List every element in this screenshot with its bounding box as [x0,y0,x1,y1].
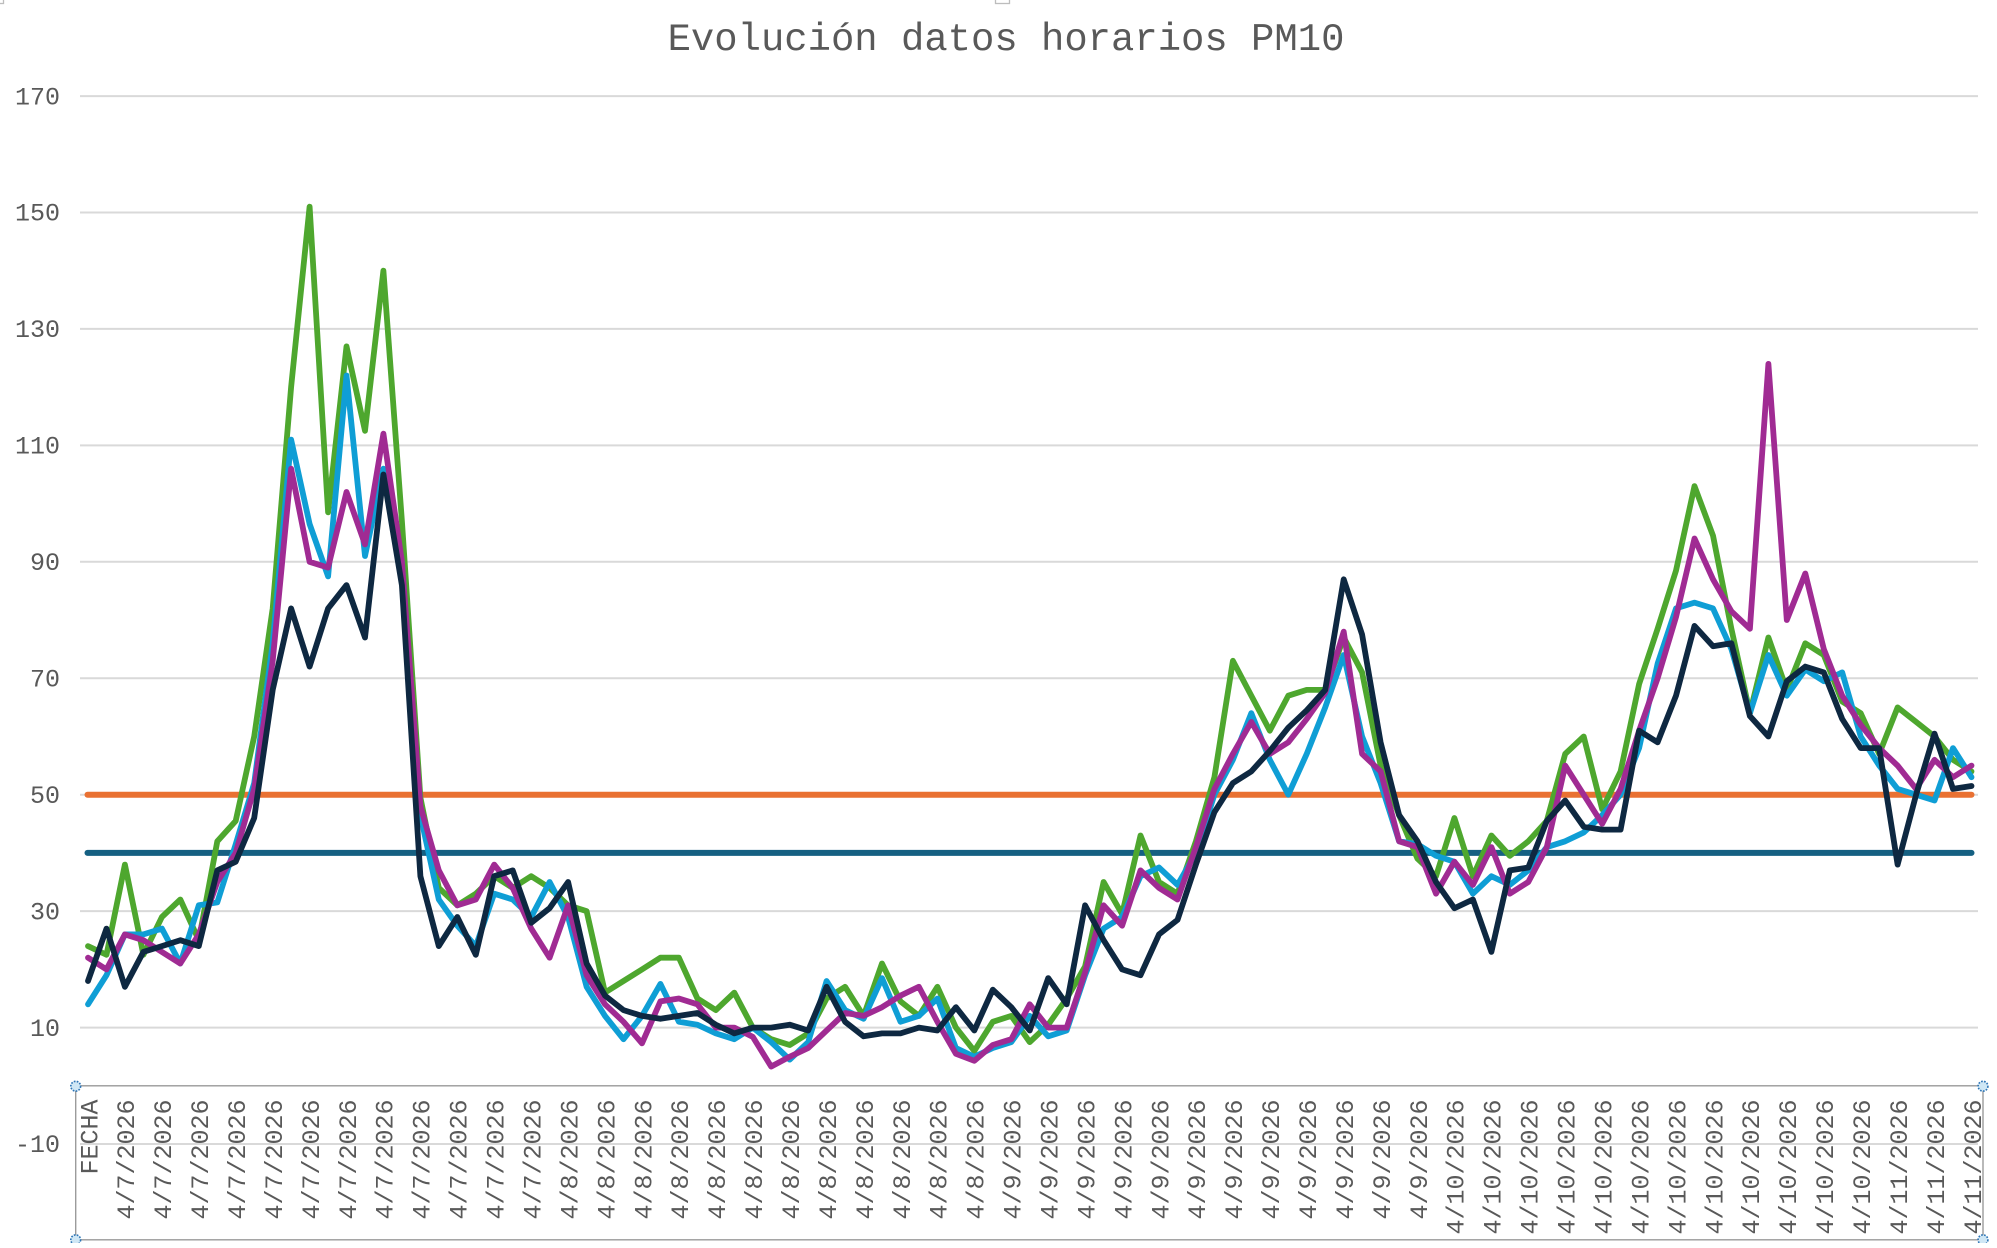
svg-text:4/7/2026: 4/7/2026 [520,1100,549,1220]
svg-text:4/7/2026: 4/7/2026 [113,1100,142,1220]
svg-text:30: 30 [30,898,60,927]
svg-text:4/9/2026: 4/9/2026 [1369,1100,1398,1220]
svg-text:4/8/2026: 4/8/2026 [704,1100,733,1220]
svg-text:4/8/2026: 4/8/2026 [815,1100,844,1220]
svg-text:4/10/2026: 4/10/2026 [1664,1100,1693,1235]
svg-text:-10: -10 [15,1131,60,1160]
svg-text:4/9/2026: 4/9/2026 [1110,1100,1139,1220]
svg-text:4/9/2026: 4/9/2026 [1037,1100,1066,1220]
svg-text:4/11/2026: 4/11/2026 [1960,1100,1989,1235]
svg-text:4/9/2026: 4/9/2026 [1295,1100,1324,1220]
svg-text:150: 150 [15,200,60,229]
svg-text:4/10/2026: 4/10/2026 [1480,1100,1509,1235]
svg-text:4/7/2026: 4/7/2026 [224,1100,253,1220]
svg-text:4/10/2026: 4/10/2026 [1554,1100,1583,1235]
svg-text:4/8/2026: 4/8/2026 [741,1100,770,1220]
svg-text:4/10/2026: 4/10/2026 [1775,1100,1804,1235]
svg-text:130: 130 [15,316,60,345]
svg-text:4/9/2026: 4/9/2026 [1073,1100,1102,1220]
svg-text:4/9/2026: 4/9/2026 [1221,1100,1250,1220]
svg-text:4/8/2026: 4/8/2026 [556,1100,585,1220]
svg-text:4/8/2026: 4/8/2026 [889,1100,918,1220]
svg-text:4/8/2026: 4/8/2026 [667,1100,696,1220]
svg-text:4/7/2026: 4/7/2026 [483,1100,512,1220]
svg-text:4/7/2026: 4/7/2026 [261,1100,290,1220]
svg-text:Evolución datos horarios PM10: Evolución datos horarios PM10 [668,18,1345,62]
svg-text:4/9/2026: 4/9/2026 [1406,1100,1435,1220]
svg-text:4/7/2026: 4/7/2026 [187,1100,216,1220]
svg-text:4/10/2026: 4/10/2026 [1443,1100,1472,1235]
svg-text:FECHA: FECHA [76,1100,105,1175]
svg-text:4/7/2026: 4/7/2026 [150,1100,179,1220]
svg-text:4/10/2026: 4/10/2026 [1849,1100,1878,1235]
svg-text:4/10/2026: 4/10/2026 [1517,1100,1546,1235]
svg-text:4/10/2026: 4/10/2026 [1627,1100,1656,1235]
svg-text:4/7/2026: 4/7/2026 [409,1100,438,1220]
svg-text:4/11/2026: 4/11/2026 [1923,1100,1952,1235]
svg-text:4/10/2026: 4/10/2026 [1591,1100,1620,1235]
svg-text:4/9/2026: 4/9/2026 [1332,1100,1361,1220]
svg-text:4/8/2026: 4/8/2026 [926,1100,955,1220]
svg-text:4/7/2026: 4/7/2026 [298,1100,327,1220]
svg-text:4/8/2026: 4/8/2026 [630,1100,659,1220]
svg-text:4/7/2026: 4/7/2026 [372,1100,401,1220]
svg-text:90: 90 [30,549,60,578]
svg-text:170: 170 [15,83,60,112]
svg-text:4/9/2026: 4/9/2026 [1184,1100,1213,1220]
svg-text:50: 50 [30,782,60,811]
svg-text:4/9/2026: 4/9/2026 [1258,1100,1287,1220]
svg-text:4/9/2026: 4/9/2026 [1000,1100,1029,1220]
svg-text:4/8/2026: 4/8/2026 [593,1100,622,1220]
svg-text:4/8/2026: 4/8/2026 [963,1100,992,1220]
svg-text:4/8/2026: 4/8/2026 [778,1100,807,1220]
svg-text:4/10/2026: 4/10/2026 [1812,1100,1841,1235]
svg-text:4/7/2026: 4/7/2026 [446,1100,475,1220]
svg-text:4/11/2026: 4/11/2026 [1886,1100,1915,1235]
svg-text:110: 110 [15,433,60,462]
svg-text:4/10/2026: 4/10/2026 [1738,1100,1767,1235]
svg-text:4/9/2026: 4/9/2026 [1147,1100,1176,1220]
svg-text:4/7/2026: 4/7/2026 [335,1100,364,1220]
svg-text:4/10/2026: 4/10/2026 [1701,1100,1730,1235]
svg-text:70: 70 [30,666,60,695]
svg-text:4/8/2026: 4/8/2026 [852,1100,881,1220]
svg-text:10: 10 [30,1015,60,1044]
